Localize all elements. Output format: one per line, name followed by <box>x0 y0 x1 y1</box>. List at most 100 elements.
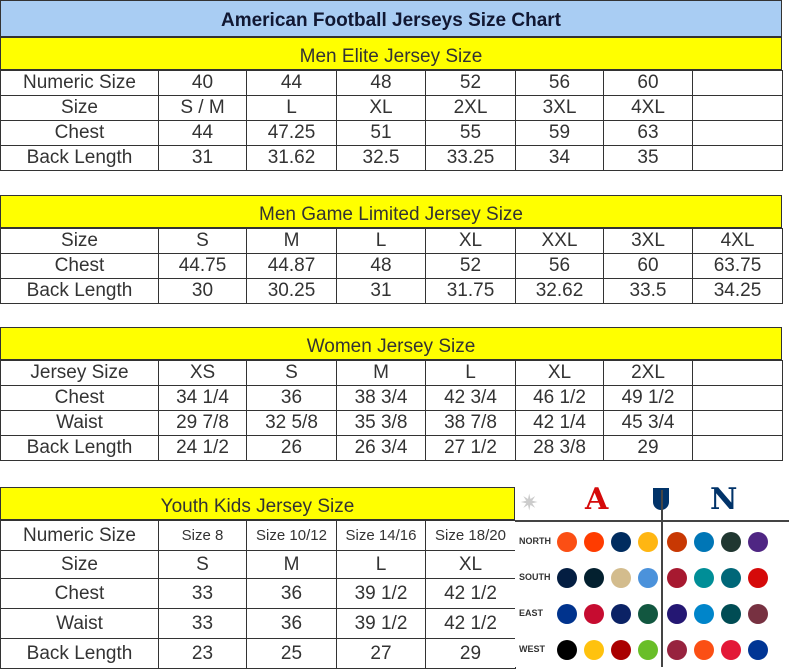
table-cell: 29 7/8 <box>158 410 247 436</box>
table-cell: 31.62 <box>246 145 337 171</box>
table-cell <box>692 410 783 436</box>
table-cell: 29 <box>425 638 516 669</box>
table-row: Back Length 23 25 27 29 <box>0 638 516 669</box>
table-cell: 33 <box>158 578 247 609</box>
team-logo-icon <box>694 568 714 588</box>
table-cell: 60 <box>603 253 693 279</box>
table-cell: 35 3/8 <box>336 410 426 436</box>
table-cell: 39 1/2 <box>336 608 426 639</box>
row-label: Back Length <box>0 638 159 669</box>
table-row: Numeric Size 40 44 48 52 56 60 <box>0 70 783 96</box>
table-cell: XL <box>515 360 604 386</box>
table-cell: S <box>158 550 247 579</box>
team-logo-icon <box>557 568 577 588</box>
table-cell: XS <box>158 360 247 386</box>
team-logo-icon <box>667 568 687 588</box>
table-cell: 59 <box>515 120 604 146</box>
table-cell: 42 1/2 <box>425 608 516 639</box>
table-cell: 44.75 <box>158 253 247 279</box>
table-cell: 42 3/4 <box>425 385 516 411</box>
table-cell: 29 <box>603 435 693 461</box>
table-cell: 48 <box>336 70 426 96</box>
row-label: Chest <box>0 120 159 146</box>
table-cell <box>692 70 783 96</box>
team-logo-icon <box>611 532 631 552</box>
table-row: Chest 34 1/4 36 38 3/4 42 3/4 46 1/2 49 1/2 <box>0 385 783 411</box>
table-row: Jersey Size XS S M L XL 2XL <box>0 360 783 386</box>
team-logo-icon <box>638 568 658 588</box>
table-cell: 56 <box>515 253 604 279</box>
table-cell: Size 14/16 <box>336 520 426 551</box>
row-label: Back Length <box>0 435 159 461</box>
table-row: Size S / M L XL 2XL 3XL 4XL <box>0 95 783 121</box>
row-label: Back Length <box>0 145 159 171</box>
table-cell: 4XL <box>692 228 783 254</box>
table-cell: 30.25 <box>246 278 337 304</box>
table-cell: 63.75 <box>692 253 783 279</box>
table-cell: 44 <box>158 120 247 146</box>
table-cell: 44.87 <box>246 253 337 279</box>
star-icon: ✷ <box>520 490 539 515</box>
table-row: Back Length 24 1/2 26 26 3/4 27 1/2 28 3/8 29 <box>0 435 783 461</box>
table-cell <box>692 385 783 411</box>
table-cell: 49 1/2 <box>603 385 693 411</box>
table-cell: 34 <box>515 145 604 171</box>
team-logo-icon <box>611 604 631 624</box>
team-logo-icon <box>721 640 741 660</box>
table-cell: XL <box>425 228 516 254</box>
men-elite-table: Numeric Size 40 44 48 52 56 60 Size S / M L XL 2XL 3… <box>0 70 783 171</box>
women-heading: Women Jersey Size <box>0 327 782 360</box>
table-row: Waist 29 7/8 32 5/8 35 3/8 38 7/8 42 1/4 45 3/… <box>0 410 783 436</box>
table-cell: 30 <box>158 278 247 304</box>
table-cell: 39 1/2 <box>336 578 426 609</box>
table-cell: 40 <box>158 70 247 96</box>
table-cell: 42 1/4 <box>515 410 604 436</box>
team-logo-icon <box>694 532 714 552</box>
table-cell: 36 <box>246 385 337 411</box>
table-cell: 55 <box>425 120 516 146</box>
table-cell: 51 <box>336 120 426 146</box>
division-label: SOUTH <box>519 572 551 582</box>
team-logo-icon <box>638 640 658 660</box>
team-logo-icon <box>748 532 768 552</box>
table-cell <box>692 145 783 171</box>
team-logo-icon <box>611 640 631 660</box>
team-logo-icon <box>667 640 687 660</box>
table-cell: 33.25 <box>425 145 516 171</box>
table-cell <box>692 435 783 461</box>
table-cell <box>692 120 783 146</box>
team-logo-icon <box>721 568 741 588</box>
table-cell: 46 1/2 <box>515 385 604 411</box>
division-label: NORTH <box>519 536 551 546</box>
table-cell: S <box>246 360 337 386</box>
team-logo-icon <box>584 568 604 588</box>
team-logo-icon <box>748 604 768 624</box>
men-elite-heading: Men Elite Jersey Size <box>0 37 782 70</box>
women-table: Jersey Size XS S M L XL 2XL Chest 34 1/4 36 38 3/4… <box>0 360 783 461</box>
table-cell: 24 1/2 <box>158 435 247 461</box>
table-cell: 47.25 <box>246 120 337 146</box>
table-cell: 60 <box>603 70 693 96</box>
nfl-logo-panel: ✷ A N NORTH SOUTH EAST WEST <box>515 480 789 667</box>
table-cell: 52 <box>425 253 516 279</box>
table-cell: 44 <box>246 70 337 96</box>
row-label: Size <box>0 95 159 121</box>
table-cell: 56 <box>515 70 604 96</box>
row-label: Back Length <box>0 278 159 304</box>
table-cell: 38 3/4 <box>336 385 426 411</box>
team-logo-icon <box>721 604 741 624</box>
table-row: Waist 33 36 39 1/2 42 1/2 <box>0 608 516 639</box>
team-logo-icon <box>694 604 714 624</box>
team-logo-icon <box>667 532 687 552</box>
table-cell: 34.25 <box>692 278 783 304</box>
row-label: Chest <box>0 253 159 279</box>
table-cell: 33 <box>158 608 247 639</box>
table-cell: M <box>336 360 426 386</box>
table-cell: S <box>158 228 247 254</box>
table-cell: S / M <box>158 95 247 121</box>
table-cell: L <box>336 550 426 579</box>
table-cell: 31.75 <box>425 278 516 304</box>
table-row: Back Length 30 30.25 31 31.75 32.62 33.5 34.25 <box>0 278 783 304</box>
table-cell: 2XL <box>425 95 516 121</box>
table-cell: 52 <box>425 70 516 96</box>
